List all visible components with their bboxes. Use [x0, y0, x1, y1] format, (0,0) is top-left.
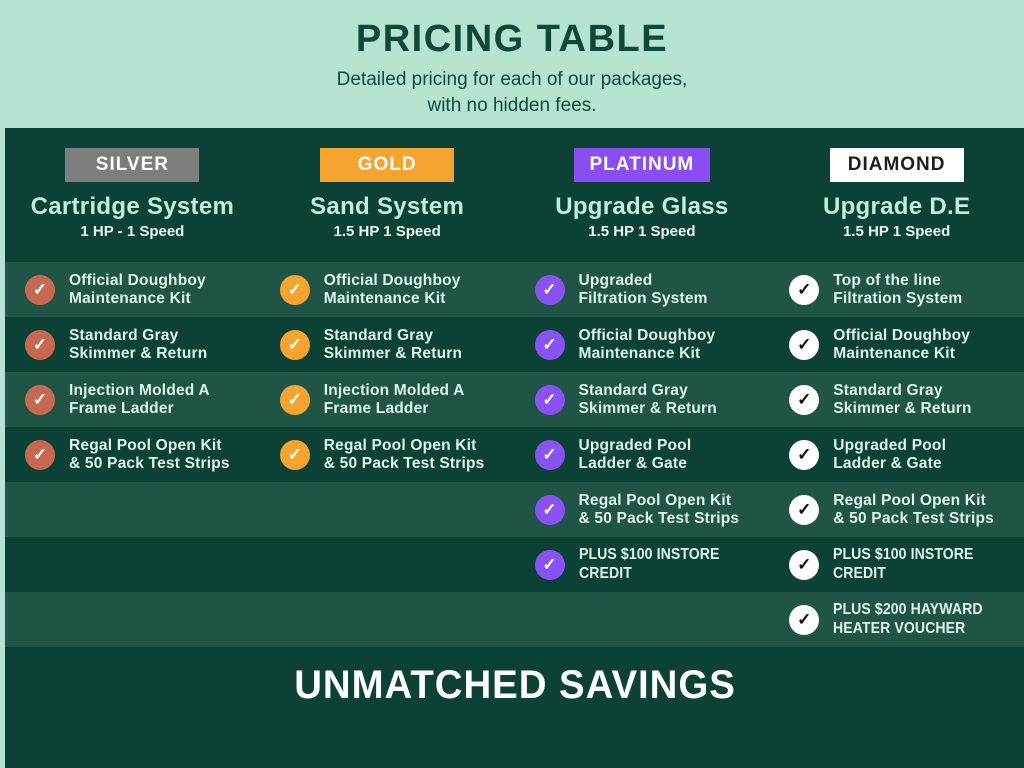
poster-header: PRICING TABLE Detailed pricing for each …: [0, 0, 1024, 128]
feature-row-5: ✓ Regal Pool Open Kit & 50 Pack Test Stri…: [5, 482, 1024, 537]
feature-rows: ✓ Official Doughboy Maintenance Kit ✓ Off…: [5, 262, 1024, 647]
feature-platinum-4: ✓ Upgraded Pool Ladder & Gate: [515, 427, 770, 482]
feature-empty: [260, 592, 515, 647]
check-icon: ✓: [279, 439, 310, 470]
check-icon: ✓: [789, 274, 820, 305]
pricing-panel: SILVER Cartridge System 1 HP - 1 Speed G…: [0, 128, 1024, 768]
check-icon: ✓: [789, 604, 820, 635]
feature-platinum-6: ✓ PLUS $100 INSTORE CREDIT: [515, 537, 770, 592]
feature-platinum-3: ✓ Standard Gray Skimmer & Return: [515, 372, 770, 427]
check-icon: ✓: [25, 384, 55, 415]
check-icon: ✓: [789, 329, 820, 360]
check-icon: ✓: [789, 549, 820, 580]
silver-title: Cartridge System: [30, 193, 235, 220]
platinum-title: Upgrade Glass: [555, 193, 729, 220]
gold-subtitle: 1.5 HP 1 Speed: [333, 223, 441, 240]
feature-silver-1: ✓ Official Doughboy Maintenance Kit: [5, 262, 260, 317]
feature-row-3: ✓ Injection Molded A Frame Ladder ✓ Injec…: [5, 372, 1024, 427]
tier-header-silver: SILVER Cartridge System 1 HP - 1 Speed: [5, 128, 260, 262]
savings-banner: UNMATCHED SAVINGS: [5, 647, 1024, 768]
diamond-badge: DIAMOND: [829, 148, 964, 182]
tier-header-gold: GOLD Sand System 1.5 HP 1 Speed: [260, 128, 515, 262]
diamond-title: Upgrade D.E: [822, 193, 971, 220]
feature-empty: [260, 537, 515, 592]
feature-empty: [5, 537, 260, 592]
check-icon: ✓: [279, 274, 310, 305]
gold-badge: GOLD: [320, 148, 455, 182]
feature-row-7: ✓ PLUS $200 HAYWARD HEATER VOUCHER: [5, 592, 1024, 647]
platinum-subtitle: 1.5 HP 1 Speed: [588, 223, 696, 240]
feature-diamond-3: ✓ Standard Gray Skimmer & Return: [769, 372, 1024, 427]
feature-row-1: ✓ Official Doughboy Maintenance Kit ✓ Off…: [5, 262, 1024, 317]
check-icon: ✓: [789, 494, 820, 525]
check-icon: ✓: [789, 384, 820, 415]
platinum-badge: PLATINUM: [573, 148, 711, 182]
subtitle-line-1: Detailed pricing for each of our package…: [336, 69, 688, 90]
feature-row-2: ✓ Standard Gray Skimmer & Return ✓ Standa…: [5, 317, 1024, 372]
feature-empty: [515, 592, 770, 647]
feature-gold-4: ✓ Regal Pool Open Kit & 50 Pack Test Stri…: [260, 427, 515, 482]
check-icon: ✓: [25, 274, 55, 305]
check-icon: ✓: [789, 439, 820, 470]
feature-platinum-5: ✓ Regal Pool Open Kit & 50 Pack Test Stri…: [515, 482, 770, 537]
check-icon: ✓: [279, 384, 310, 415]
page-subtitle: Detailed pricing for each of our package…: [0, 67, 1024, 118]
feature-diamond-4: ✓ Upgraded Pool Ladder & Gate: [769, 427, 1024, 482]
feature-empty: [5, 482, 260, 537]
feature-platinum-2: ✓ Official Doughboy Maintenance Kit: [515, 317, 770, 372]
tier-header-platinum: PLATINUM Upgrade Glass 1.5 HP 1 Speed: [515, 128, 770, 262]
feature-silver-3: ✓ Injection Molded A Frame Ladder: [5, 372, 260, 427]
feature-diamond-5: ✓ Regal Pool Open Kit & 50 Pack Test Stri…: [769, 482, 1024, 537]
check-icon: ✓: [534, 494, 565, 525]
check-icon: ✓: [534, 329, 565, 360]
feature-diamond-2: ✓ Official Doughboy Maintenance Kit: [769, 317, 1024, 372]
feature-diamond-6: ✓ PLUS $100 INSTORE CREDIT: [769, 537, 1024, 592]
check-icon: ✓: [25, 329, 55, 360]
check-icon: ✓: [534, 274, 565, 305]
feature-gold-1: ✓ Official Doughboy Maintenance Kit: [260, 262, 515, 317]
check-icon: ✓: [534, 439, 565, 470]
check-icon: ✓: [534, 549, 565, 580]
tier-header-row: SILVER Cartridge System 1 HP - 1 Speed G…: [5, 128, 1024, 262]
feature-diamond-7: ✓ PLUS $200 HAYWARD HEATER VOUCHER: [769, 592, 1024, 647]
feature-silver-2: ✓ Standard Gray Skimmer & Return: [5, 317, 260, 372]
feature-silver-4: ✓ Regal Pool Open Kit & 50 Pack Test Stri…: [5, 427, 260, 482]
feature-gold-2: ✓ Standard Gray Skimmer & Return: [260, 317, 515, 372]
feature-row-4: ✓ Regal Pool Open Kit & 50 Pack Test Stri…: [5, 427, 1024, 482]
feature-empty: [260, 482, 515, 537]
check-icon: ✓: [279, 329, 310, 360]
check-icon: ✓: [25, 439, 55, 470]
silver-subtitle: 1 HP - 1 Speed: [80, 223, 185, 240]
silver-badge: SILVER: [65, 148, 200, 182]
check-icon: ✓: [534, 384, 565, 415]
feature-platinum-1: ✓ Upgraded Filtration System: [515, 262, 770, 317]
tier-header-diamond: DIAMOND Upgrade D.E 1.5 HP 1 Speed: [769, 128, 1024, 262]
feature-empty: [5, 592, 260, 647]
gold-title: Sand System: [310, 193, 465, 220]
feature-row-6: ✓ PLUS $100 INSTORE CREDIT ✓ PLUS $100 IN…: [5, 537, 1024, 592]
feature-gold-3: ✓ Injection Molded A Frame Ladder: [260, 372, 515, 427]
feature-diamond-1: ✓ Top of the line Filtration System: [769, 262, 1024, 317]
page-title: PRICING TABLE: [355, 18, 669, 60]
diamond-subtitle: 1.5 HP 1 Speed: [842, 223, 951, 240]
savings-banner-text: UNMATCHED SAVINGS: [293, 663, 736, 707]
subtitle-line-2: with no hidden fees.: [427, 94, 597, 116]
